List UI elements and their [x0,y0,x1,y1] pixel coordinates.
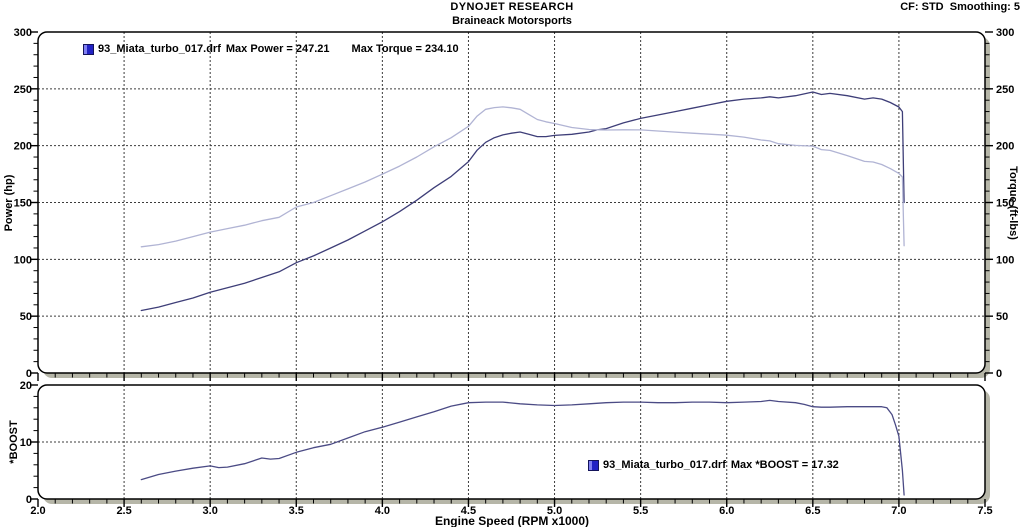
max-boost-value: Max *BOOST = 17.32 [730,459,839,471]
boost-axis-label: *BOOST [8,420,20,464]
y-tick-label: 150 [996,198,1014,210]
y-tick-label: 20 [20,380,32,392]
power-curve [140,91,905,312]
y-tick-label: 0 [26,494,32,506]
y-tick-label: 50 [20,311,32,323]
y-tick-label: 200 [14,141,32,153]
x-tick-label: 6.5 [805,505,820,517]
y-tick-label: 300 [14,27,32,39]
y-tick-label: 200 [996,141,1014,153]
max-power-value: Max Power = 247.21 [225,43,330,55]
run-legend-marker-icon [83,43,94,55]
run-file-name: 93_Miata_turbo_017.drf [603,459,726,471]
x-tick-label: 5.5 [633,505,648,517]
run-file-name: 93_Miata_turbo_017.drf [98,43,221,55]
x-tick-label: 2.0 [30,505,45,517]
x-tick-label: 4.5 [461,505,476,517]
y-tick-label: 150 [14,198,32,210]
y-tick-label: 0 [996,368,1002,380]
torque-axis-label: Torque (ft-lbs) [1007,166,1019,240]
y-tick-label: 50 [996,311,1008,323]
x-tick-label: 7.5 [977,505,992,517]
x-tick-label: 5.0 [547,505,562,517]
y-tick-label: 10 [20,437,32,449]
boost-curve [140,399,905,496]
y-tick-label: 300 [996,27,1014,39]
y-tick-label: 250 [996,84,1014,96]
boost-chart-legend: 93_Miata_turbo_017.drf Max *BOOST = 17.3… [588,459,839,471]
correction-smoothing-info: CF: STD Smoothing: 5 [900,1,1020,13]
x-tick-label: 4.0 [375,505,390,517]
y-tick-label: 100 [996,254,1014,266]
x-tick-label: 2.5 [116,505,131,517]
max-torque-value: Max Torque = 234.10 [351,43,459,55]
x-axis-title: Engine Speed (RPM x1000) [434,514,590,527]
y-tick-label: 250 [14,84,32,96]
power-axis-label: Power (hp) [3,174,15,232]
x-tick-label: 3.5 [289,505,304,517]
y-tick-label: 100 [14,254,32,266]
x-tick-label: 3.0 [203,505,218,517]
x-tick-label: 7.0 [891,505,906,517]
run-legend-marker-icon [588,459,599,471]
torque-curve [140,106,905,248]
shop-name: Braineack Motorsports [452,15,572,27]
report-title: DYNOJET RESEARCH [450,1,574,13]
x-tick-label: 6.0 [719,505,734,517]
main-chart-legend: 93_Miata_turbo_017.drf Max Power = 247.2… [83,43,459,55]
y-tick-label: 0 [26,368,32,380]
